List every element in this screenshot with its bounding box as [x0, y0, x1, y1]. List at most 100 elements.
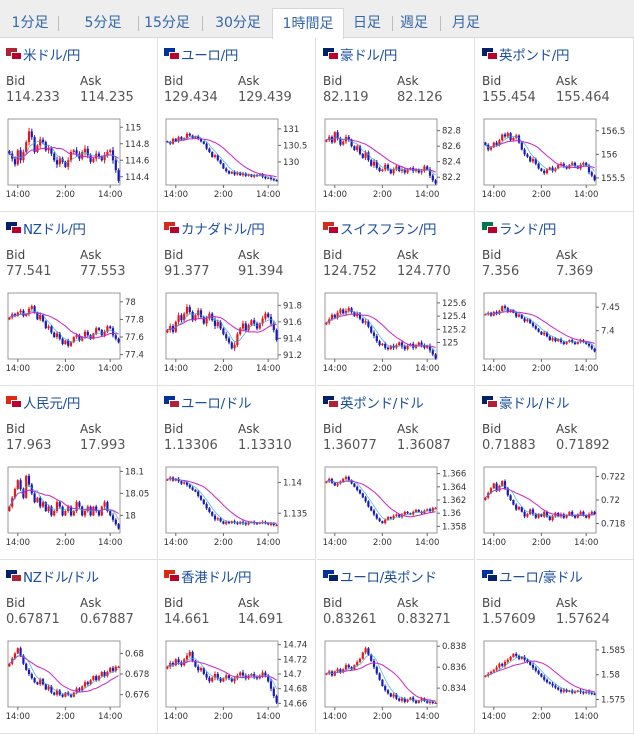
- candle: [106, 324, 109, 334]
- candle: [384, 684, 387, 692]
- pair-title[interactable]: スイスフラン/円: [323, 220, 437, 238]
- candle: [512, 653, 515, 658]
- candle: [171, 661, 175, 667]
- tab-daily[interactable]: 日足: [353, 15, 381, 31]
- pair-title[interactable]: 豪ドル/円: [323, 46, 398, 64]
- tab-30min[interactable]: 30分足: [215, 15, 261, 31]
- candle: [495, 665, 498, 672]
- candle: [372, 330, 376, 339]
- y-tick-label: 91.4: [283, 334, 302, 344]
- pair-name[interactable]: スイスフラン/円: [340, 222, 437, 238]
- tab-monthly[interactable]: 月足: [452, 15, 480, 31]
- candle-body: [117, 170, 120, 181]
- pair-name[interactable]: ユーロ/豪ドル: [499, 570, 583, 586]
- pair-name[interactable]: NZドル/ドル: [23, 570, 99, 586]
- candle: [275, 523, 278, 527]
- pair-title[interactable]: 英ポンド/円: [482, 46, 570, 64]
- candle: [503, 659, 507, 668]
- candle: [241, 171, 245, 177]
- pair-name[interactable]: 英ポンド/円: [499, 48, 570, 64]
- moving-average-fast: [167, 312, 277, 343]
- rate-panel[interactable]: ランド/円 Bid Ask 7.356 7.369 7.45 7.4 14:00 2:00 14:…: [476, 212, 634, 386]
- rate-panel[interactable]: 英ポンド/円 Bid Ask 155.454 155.464 156.5 156 155.5 1…: [476, 38, 634, 212]
- rate-panel[interactable]: カナダドル/円 Bid Ask 91.377 91.394 91.8 91.6 91.4 91.…: [158, 212, 316, 386]
- rate-panel[interactable]: 英ポンド/ドル Bid Ask 1.36077 1.36087 1.366 1.364 1.3…: [317, 386, 475, 560]
- y-tick-label: 14.66: [283, 699, 307, 709]
- candle: [41, 500, 45, 508]
- pair-name[interactable]: NZドル/円: [23, 222, 86, 238]
- pair-title[interactable]: 米ドル/円: [6, 46, 81, 64]
- rate-panel[interactable]: 豪ドル/円 Bid Ask 82.119 82.126 82.8 82.6 82.4 82.2 1…: [317, 38, 475, 212]
- bid-label: Bid: [164, 422, 184, 436]
- ask-value: 14.691: [238, 612, 284, 627]
- rate-panel[interactable]: NZドル/ドル Bid Ask 0.67871 0.67887 0.68 0.678 0.67…: [0, 560, 158, 734]
- plot-area: [483, 118, 597, 186]
- tab-1min[interactable]: 1分足: [11, 15, 49, 31]
- pair-title[interactable]: NZドル/円: [6, 220, 86, 238]
- timeframe-tabbar: 1分足 5分足 15分足 30分足 1時間足 日足 週足 月足: [0, 0, 634, 39]
- rate-panel[interactable]: ユーロ/ドル Bid Ask 1.13306 1.13310 1.14 1.135 14:00…: [158, 386, 316, 560]
- pair-title[interactable]: NZドル/ドル: [6, 568, 99, 586]
- candle-body: [197, 136, 200, 139]
- pair-name[interactable]: 米ドル/円: [23, 48, 81, 64]
- pair-title[interactable]: ユーロ/英ポンド: [323, 568, 437, 586]
- candle-body: [197, 491, 200, 496]
- tab-15min[interactable]: 15分足: [144, 15, 190, 31]
- pair-name[interactable]: 豪ドル/円: [340, 48, 398, 64]
- pair-title[interactable]: 英ポンド/ドル: [323, 394, 424, 412]
- candle-body: [236, 522, 239, 524]
- candle-body: [590, 692, 593, 694]
- pair-title[interactable]: ユーロ/ドル: [164, 394, 252, 412]
- currency-flags-icon: [6, 396, 22, 408]
- pair-title[interactable]: 豪ドル/ドル: [482, 394, 570, 412]
- x-tick-label: 14:00: [6, 364, 30, 372]
- rate-panel[interactable]: 米ドル/円 Bid Ask 114.233 114.235 115 114.8 114.6 11…: [0, 38, 158, 212]
- rate-panel[interactable]: スイスフラン/円 Bid Ask 124.752 124.770 125.6 125.4 12…: [317, 212, 475, 386]
- pair-name[interactable]: ユーロ/ドル: [181, 396, 252, 412]
- candle-body: [194, 660, 197, 667]
- ask-label: Ask: [556, 422, 578, 436]
- plot-area: [324, 466, 438, 534]
- pair-title[interactable]: ユーロ/豪ドル: [482, 568, 583, 586]
- rate-panel[interactable]: ユーロ/豪ドル Bid Ask 1.57609 1.57624 1.585 1.58 1.57…: [476, 560, 634, 734]
- rate-panel[interactable]: 人民元/円 Bid Ask 17.963 17.993 18.1 18.05 18 14:00 2…: [0, 386, 158, 560]
- tab-1hour[interactable]: 1時間足: [272, 8, 344, 39]
- candle-body: [489, 147, 493, 150]
- rate-panel[interactable]: 豪ドル/ドル Bid Ask 0.71883 0.71892 0.722 0.72 0.718…: [476, 386, 634, 560]
- pair-title[interactable]: ユーロ/円: [164, 46, 239, 64]
- pair-name[interactable]: 豪ドル/ドル: [499, 396, 570, 412]
- candle-body: [75, 502, 78, 511]
- candle: [205, 502, 208, 511]
- candle-body: [392, 169, 395, 174]
- tab-weekly[interactable]: 週足: [400, 15, 428, 31]
- rate-panel[interactable]: 香港ドル/円 Bid Ask 14.661 14.691 14.74 14.72 14.7 14…: [158, 560, 316, 734]
- pair-name[interactable]: 香港ドル/円: [181, 570, 252, 586]
- pair-name[interactable]: 人民元/円: [23, 396, 81, 412]
- rate-panel[interactable]: ユーロ/円 Bid Ask 129.434 129.439 131 130.5 130 14:0…: [158, 38, 316, 212]
- rate-panel[interactable]: ユーロ/英ポンド Bid Ask 0.83261 0.83271 0.838 0.836 0.…: [317, 560, 475, 734]
- pair-title[interactable]: 香港ドル/円: [164, 568, 252, 586]
- candle-body: [244, 523, 247, 525]
- candle: [498, 662, 501, 669]
- candle-body: [593, 693, 596, 695]
- pair-name[interactable]: ユーロ/英ポンド: [340, 570, 437, 586]
- candle: [548, 681, 551, 685]
- candle: [50, 324, 53, 335]
- candle: [423, 697, 426, 703]
- pair-name[interactable]: カナダドル/円: [181, 222, 265, 238]
- candle-body: [431, 175, 434, 181]
- candle-body: [344, 476, 348, 479]
- pair-title[interactable]: 人民元/円: [6, 394, 81, 412]
- rate-panel[interactable]: NZドル/円 Bid Ask 77.541 77.553 78 77.8 77.6 77.4 14…: [0, 212, 158, 386]
- candle-body: [197, 666, 200, 671]
- pair-name[interactable]: ランド/円: [499, 222, 557, 238]
- pair-name[interactable]: ユーロ/円: [181, 48, 239, 64]
- candle-body: [370, 654, 373, 661]
- pair-name[interactable]: 英ポンド/ドル: [340, 396, 424, 412]
- pair-title[interactable]: ランド/円: [482, 220, 557, 238]
- candle-body: [585, 342, 588, 344]
- tab-5min[interactable]: 5分足: [84, 15, 122, 31]
- candle: [13, 312, 17, 318]
- pair-title[interactable]: カナダドル/円: [164, 220, 265, 238]
- candle-body: [543, 332, 546, 335]
